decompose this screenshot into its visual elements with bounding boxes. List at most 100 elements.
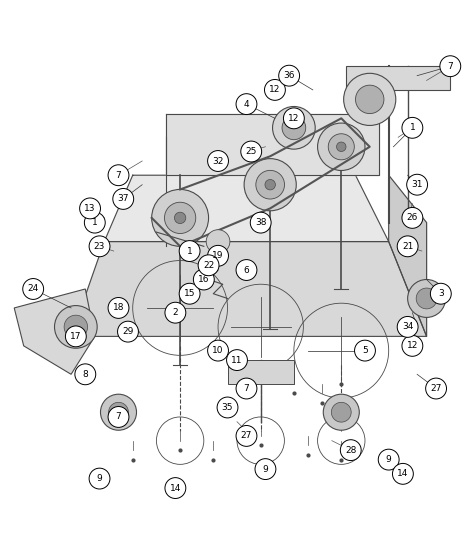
- Circle shape: [64, 315, 88, 339]
- Circle shape: [227, 349, 247, 371]
- Circle shape: [108, 165, 129, 186]
- Text: 19: 19: [212, 252, 224, 260]
- Polygon shape: [166, 113, 379, 175]
- Text: 7: 7: [244, 384, 249, 393]
- Circle shape: [236, 94, 257, 115]
- Circle shape: [217, 397, 238, 418]
- Circle shape: [118, 321, 138, 342]
- Circle shape: [198, 255, 219, 276]
- Circle shape: [208, 245, 228, 266]
- Circle shape: [236, 378, 257, 399]
- Text: 9: 9: [97, 474, 102, 483]
- Circle shape: [440, 56, 461, 77]
- Text: 15: 15: [184, 289, 195, 298]
- Circle shape: [407, 174, 428, 195]
- Text: 18: 18: [113, 304, 124, 312]
- Circle shape: [337, 142, 346, 151]
- Text: 1: 1: [187, 247, 192, 255]
- Text: 10: 10: [212, 346, 224, 355]
- Text: 11: 11: [231, 356, 243, 364]
- Polygon shape: [346, 66, 450, 90]
- Circle shape: [408, 280, 446, 318]
- Text: 12: 12: [269, 86, 281, 94]
- Circle shape: [75, 364, 96, 385]
- Circle shape: [416, 288, 437, 309]
- Circle shape: [250, 212, 271, 233]
- Text: 25: 25: [246, 147, 257, 156]
- Text: 13: 13: [84, 204, 96, 213]
- Circle shape: [323, 394, 359, 430]
- Text: 7: 7: [447, 61, 453, 70]
- Text: 14: 14: [397, 470, 409, 479]
- Text: 9: 9: [263, 465, 268, 473]
- Text: 37: 37: [118, 195, 129, 203]
- Circle shape: [236, 425, 257, 446]
- Circle shape: [279, 65, 300, 86]
- Circle shape: [80, 198, 100, 219]
- Circle shape: [108, 406, 129, 428]
- Circle shape: [402, 207, 423, 228]
- Circle shape: [283, 108, 304, 129]
- Circle shape: [65, 326, 86, 347]
- Polygon shape: [389, 175, 427, 337]
- Text: 5: 5: [362, 346, 368, 355]
- Circle shape: [164, 202, 196, 234]
- Text: 17: 17: [70, 332, 82, 341]
- Circle shape: [356, 85, 384, 113]
- Circle shape: [426, 378, 447, 399]
- Text: 29: 29: [122, 327, 134, 336]
- Circle shape: [152, 190, 209, 247]
- Circle shape: [208, 340, 228, 361]
- Circle shape: [430, 283, 451, 304]
- Circle shape: [397, 236, 418, 257]
- Text: 7: 7: [116, 413, 121, 421]
- Text: 27: 27: [430, 384, 442, 393]
- Circle shape: [256, 170, 284, 199]
- Text: 28: 28: [345, 446, 356, 454]
- Polygon shape: [14, 289, 95, 375]
- Circle shape: [100, 394, 137, 430]
- Text: 27: 27: [241, 432, 252, 440]
- Text: 12: 12: [407, 342, 418, 350]
- Text: 9: 9: [386, 455, 392, 464]
- Circle shape: [264, 79, 285, 100]
- Circle shape: [273, 107, 315, 149]
- Circle shape: [244, 159, 296, 211]
- Circle shape: [84, 212, 105, 233]
- Text: 4: 4: [244, 100, 249, 108]
- Circle shape: [344, 73, 396, 125]
- Circle shape: [236, 259, 257, 281]
- Circle shape: [402, 335, 423, 356]
- Circle shape: [113, 188, 134, 210]
- Text: 36: 36: [283, 71, 295, 80]
- Circle shape: [179, 240, 200, 262]
- Text: 24: 24: [27, 285, 39, 293]
- Polygon shape: [104, 175, 389, 241]
- Circle shape: [265, 179, 275, 190]
- Circle shape: [340, 440, 361, 461]
- Text: 38: 38: [255, 218, 266, 227]
- Text: 2: 2: [173, 308, 178, 317]
- Text: 3: 3: [438, 289, 444, 298]
- Circle shape: [109, 402, 128, 422]
- Text: 26: 26: [407, 214, 418, 222]
- Circle shape: [174, 212, 186, 224]
- Circle shape: [165, 302, 186, 323]
- Circle shape: [318, 123, 365, 170]
- Text: 8: 8: [82, 370, 88, 379]
- Text: 35: 35: [222, 403, 233, 412]
- Text: 14: 14: [170, 484, 181, 492]
- Polygon shape: [228, 360, 294, 384]
- Text: 32: 32: [212, 157, 224, 165]
- Circle shape: [397, 316, 418, 337]
- Text: 31: 31: [411, 180, 423, 189]
- Circle shape: [402, 117, 423, 138]
- Circle shape: [355, 340, 375, 361]
- Circle shape: [328, 134, 354, 160]
- Text: 6: 6: [244, 266, 249, 274]
- Circle shape: [241, 141, 262, 162]
- Circle shape: [108, 297, 129, 319]
- Polygon shape: [71, 241, 427, 337]
- Text: 1: 1: [92, 218, 98, 227]
- Circle shape: [208, 150, 228, 172]
